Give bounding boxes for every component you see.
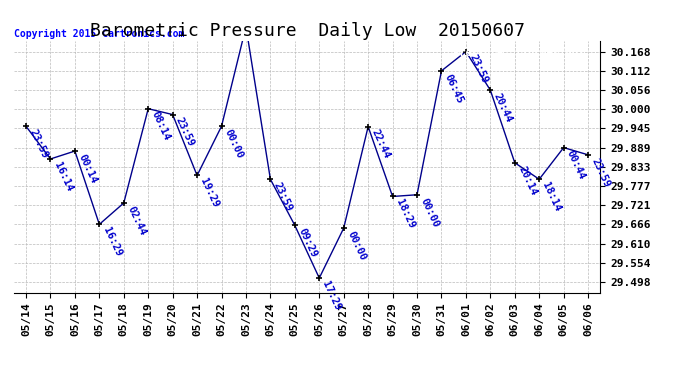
Text: 00:14: 00:14 (77, 152, 99, 185)
Text: 06:45: 06:45 (443, 72, 465, 105)
Text: 09:29: 09:29 (296, 227, 319, 260)
Text: 00:00: 00:00 (223, 128, 245, 160)
Text: 00:00: 00:00 (418, 196, 441, 229)
Text: 20:44: 20:44 (492, 92, 514, 124)
Title: Barometric Pressure  Daily Low  20150607: Barometric Pressure Daily Low 20150607 (90, 22, 524, 40)
Text: 23:59: 23:59 (589, 156, 612, 189)
Text: 20:14: 20:14 (516, 164, 538, 196)
Text: 23:59: 23:59 (28, 128, 50, 160)
Text: 20:29: 20:29 (0, 374, 1, 375)
Text: 19:29: 19:29 (199, 177, 221, 209)
Text: 23:59: 23:59 (467, 53, 489, 86)
Text: 18:29: 18:29 (394, 198, 416, 230)
Text: 18:14: 18:14 (540, 181, 563, 213)
Text: 22:44: 22:44 (370, 128, 392, 160)
Text: 16:14: 16:14 (52, 160, 74, 193)
Text: 17:29: 17:29 (321, 279, 343, 312)
Text: 00:00: 00:00 (345, 230, 367, 262)
Text: 02:44: 02:44 (125, 204, 148, 237)
Text: 16:29: 16:29 (101, 226, 123, 258)
Text: 23:59: 23:59 (174, 116, 196, 148)
Text: 00:44: 00:44 (565, 149, 587, 182)
Text: Copyright 2015 Cartronics.com: Copyright 2015 Cartronics.com (14, 29, 184, 39)
Text: 08:14: 08:14 (150, 110, 172, 142)
Text: 23:59: 23:59 (272, 181, 294, 213)
